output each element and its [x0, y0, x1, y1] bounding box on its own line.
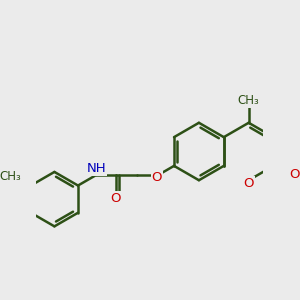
- Text: O: O: [111, 192, 121, 205]
- Text: NH: NH: [86, 162, 106, 175]
- Text: O: O: [243, 177, 254, 190]
- Text: CH₃: CH₃: [238, 94, 260, 106]
- Text: O: O: [290, 168, 300, 182]
- Text: CH₃: CH₃: [0, 170, 22, 183]
- Text: O: O: [152, 171, 162, 184]
